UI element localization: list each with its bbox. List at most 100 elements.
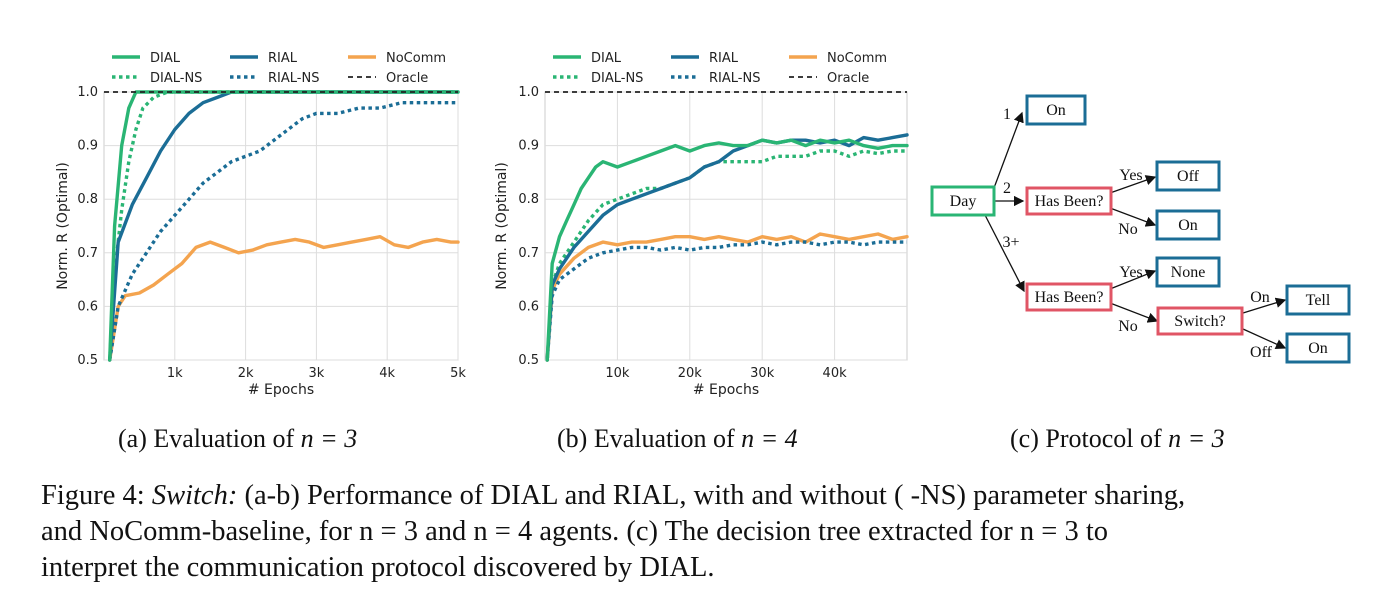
tree-edge-label: Yes [1119, 167, 1142, 184]
y-tick-label: 1.0 [518, 85, 539, 100]
tree-node-tell [1285, 284, 1351, 316]
tree-node-switch [1156, 306, 1244, 336]
x-tick-label: 3k [308, 366, 324, 381]
tree-edge-label: No [1118, 221, 1138, 238]
y-axis-label: Norm. R (Optimal) [55, 162, 71, 290]
figure-caption-italic: Switch: [151, 480, 238, 511]
tree-edge-label: 3+ [1002, 234, 1019, 251]
tree-node-label: On [1308, 340, 1328, 357]
caption-c: (c) Protocol of n = 3 [1010, 424, 1225, 454]
series-line-dial-ns [108, 90, 458, 361]
tree-edge-label: On [1250, 289, 1270, 306]
y-tick-label: 0.5 [77, 353, 98, 368]
legend-label: Oracle [386, 71, 428, 86]
x-tick-label: 40k [823, 366, 848, 381]
y-tick-label: 0.7 [518, 246, 539, 261]
tree-node-day [930, 185, 996, 217]
y-tick-label: 0.5 [518, 353, 539, 368]
x-tick-label: 2k [238, 366, 254, 381]
caption-b-math: n = 4 [741, 424, 798, 453]
y-tick-label: 0.9 [518, 139, 539, 154]
y-tick-label: 0.9 [77, 139, 98, 154]
figure-caption: Figure 4: Switch: (a-b) Performance of D… [41, 478, 1371, 586]
tree-edge [1109, 302, 1159, 323]
legend-label: DIAL-NS [591, 71, 643, 86]
series-line-nocomm [545, 232, 909, 362]
legend-label: RIAL-NS [709, 71, 760, 86]
tree-node-label: Off [1177, 168, 1200, 185]
legend-label: NoComm [827, 51, 887, 66]
caption-b-text: (b) Evaluation of [557, 424, 735, 453]
tree-node-off [1155, 160, 1221, 192]
x-tick-label: 5k [450, 366, 466, 381]
y-tick-label: 0.6 [518, 299, 539, 314]
chart-b: 0.5 0.6 0.7 0.8 0.9 1.0 10k 20k 30k 40k # Epochs No… [494, 51, 909, 398]
x-tick-label: 10k [605, 366, 630, 381]
tree-edge [1109, 175, 1157, 194]
caption-a-text: (a) Evaluation of [118, 424, 295, 453]
series-line-rial [545, 133, 909, 362]
tree-node-label: Switch? [1174, 313, 1226, 330]
y-tick-label: 1.0 [77, 85, 98, 100]
tree-node-none [1155, 256, 1221, 288]
decision-tree: 1 2 3+ Yes No Yes No On Off Day On Has Been? Off On Ha… [930, 94, 1351, 364]
caption-c-text: (c) Protocol of [1010, 424, 1162, 453]
legend-label: RIAL-NS [268, 71, 319, 86]
legend-label: Oracle [827, 71, 869, 86]
x-tick-label: 30k [750, 366, 775, 381]
series-line-dial [545, 138, 909, 362]
x-tick-label: 1k [167, 366, 183, 381]
figure-caption-line1-text: (a-b) Performance of DIAL and RIAL, with… [237, 480, 1186, 511]
tree-node-on2 [1155, 209, 1221, 241]
tree-edge [1109, 269, 1157, 290]
tree-node-label: None [1171, 264, 1206, 281]
tree-edge [1109, 207, 1157, 227]
tree-edge-label: 2 [1003, 180, 1011, 197]
tree-node-on1 [1025, 94, 1087, 126]
y-axis-label: Norm. R (Optimal) [494, 162, 510, 290]
plot-area [103, 91, 459, 361]
legend-label: DIAL [150, 51, 181, 66]
tree-edge [984, 214, 1025, 293]
caption-a: (a) Evaluation of n = 3 [118, 424, 357, 454]
tree-node-label: Day [950, 193, 977, 210]
figure-caption-line-3: interpret the communication protocol dis… [41, 552, 715, 583]
tree-node-on3 [1285, 332, 1351, 364]
tree-node-label: Has Been? [1035, 193, 1104, 210]
tree-edge-label: Off [1250, 344, 1273, 361]
tree-edge [1242, 328, 1287, 349]
y-tick-label: 0.8 [77, 192, 98, 207]
x-axis-label: # Epochs [248, 382, 314, 398]
tree-node-label: Has Been? [1035, 289, 1104, 306]
tree-node-label: On [1178, 217, 1198, 234]
x-axis-label: # Epochs [693, 382, 759, 398]
caption-a-math: n = 3 [300, 424, 358, 453]
caption-c-math: n = 3 [1168, 424, 1225, 453]
legend-label: DIAL-NS [150, 71, 202, 86]
legend-label: RIAL [268, 51, 298, 66]
y-tick-label: 0.7 [77, 246, 98, 261]
tree-edge [1242, 297, 1287, 314]
y-tick-label: 0.8 [518, 192, 539, 207]
tree-edge [993, 111, 1024, 189]
x-tick-label: 20k [678, 366, 703, 381]
tree-node-label: Tell [1306, 292, 1331, 309]
chart-a: 0.5 0.6 0.7 0.8 0.9 1.0 1k 2k 3k 4k 5k # Epochs Norm… [55, 51, 466, 398]
caption-b: (b) Evaluation of n = 4 [557, 424, 798, 454]
tree-edge-label: No [1118, 318, 1138, 335]
legend-label: NoComm [386, 51, 446, 66]
figure-caption-line-1: Figure 4: Switch: (a-b) Performance of D… [41, 478, 1371, 514]
tree-node-hasbeen2 [1025, 282, 1113, 312]
tree-node-hasbeen1 [1025, 186, 1113, 216]
figure-caption-label: Figure 4: [41, 480, 152, 511]
legend: DIAL RIAL NoComm DIAL-NS RIAL-NS Oracle [112, 51, 446, 86]
tree-edge-label: Yes [1119, 264, 1142, 281]
legend-label: RIAL [709, 51, 739, 66]
tree-edge-label: 1 [1003, 106, 1011, 123]
legend-label: DIAL [591, 51, 622, 66]
tree-node-label: On [1046, 102, 1066, 119]
y-tick-label: 0.6 [77, 299, 98, 314]
figure-caption-line-2: and NoComm-baseline, for n = 3 and n = 4… [41, 516, 1109, 547]
legend: DIAL RIAL NoComm DIAL-NS RIAL-NS Oracle [553, 51, 887, 86]
